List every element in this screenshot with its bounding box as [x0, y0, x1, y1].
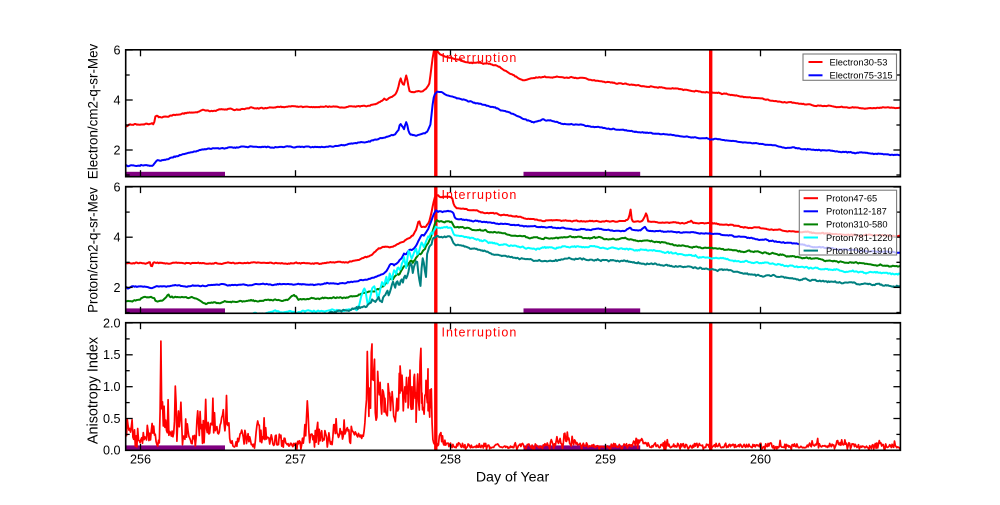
- svg-text:258: 258: [440, 453, 461, 467]
- svg-text:0.5: 0.5: [103, 412, 121, 426]
- svg-text:Electron30-53: Electron30-53: [830, 57, 888, 67]
- svg-text:4: 4: [113, 93, 120, 107]
- svg-text:6: 6: [113, 43, 120, 57]
- svg-text:Interruption: Interruption: [442, 326, 518, 340]
- svg-text:2.0: 2.0: [103, 316, 121, 330]
- svg-text:2: 2: [113, 281, 120, 295]
- svg-text:256: 256: [130, 453, 151, 467]
- svg-text:257: 257: [285, 453, 306, 467]
- svg-text:Day of Year: Day of Year: [476, 470, 550, 486]
- svg-text:Interruption: Interruption: [442, 51, 518, 65]
- svg-text:Proton781-1220: Proton781-1220: [826, 233, 893, 243]
- svg-text:0.0: 0.0: [103, 444, 121, 458]
- svg-text:Electron/cm2-q-sr-Mev: Electron/cm2-q-sr-Mev: [86, 43, 101, 179]
- svg-text:6: 6: [113, 180, 120, 194]
- svg-text:2: 2: [113, 143, 120, 157]
- svg-text:259: 259: [595, 453, 616, 467]
- svg-text:1.5: 1.5: [103, 348, 121, 362]
- svg-text:Interruption: Interruption: [442, 188, 518, 202]
- svg-text:Proton/cm2-q-sr-Mev: Proton/cm2-q-sr-Mev: [86, 187, 101, 313]
- svg-text:Anisotropy Index: Anisotropy Index: [86, 336, 102, 444]
- svg-text:260: 260: [750, 453, 771, 467]
- svg-text:Prton1080-1910: Prton1080-1910: [826, 246, 893, 256]
- svg-text:Proton112-187: Proton112-187: [826, 207, 887, 217]
- svg-text:1.0: 1.0: [103, 380, 121, 394]
- svg-text:Proton310-580: Proton310-580: [826, 220, 888, 230]
- svg-text:4: 4: [113, 231, 120, 245]
- svg-text:Electron75-315: Electron75-315: [830, 71, 893, 81]
- svg-text:Proton47-65: Proton47-65: [826, 194, 877, 204]
